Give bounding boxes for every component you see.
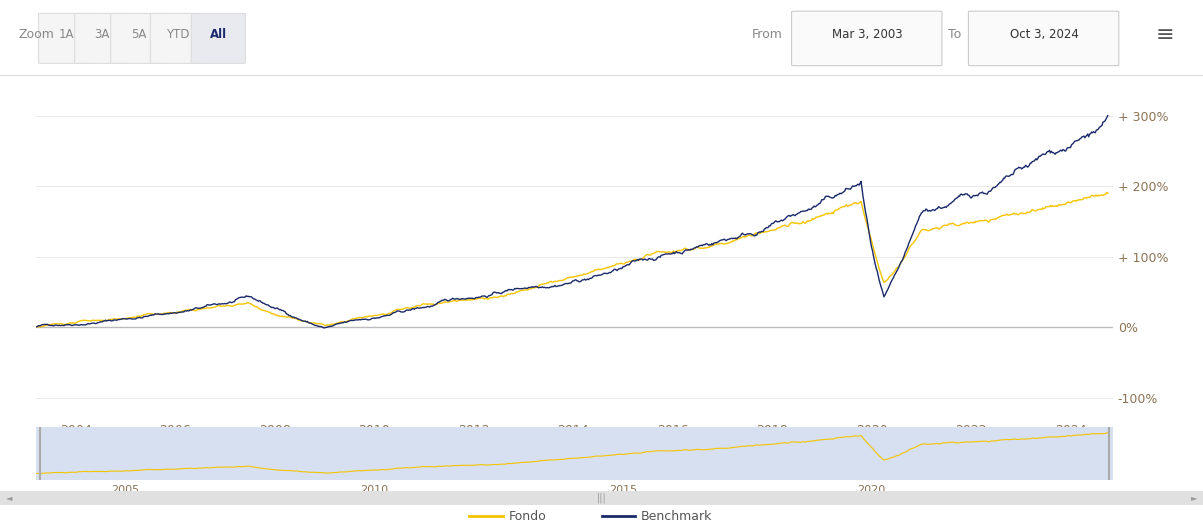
Text: ≡: ≡	[1155, 24, 1174, 45]
Text: 5A: 5A	[131, 28, 146, 41]
Text: From: From	[752, 28, 783, 41]
Text: To: To	[948, 28, 961, 41]
FancyBboxPatch shape	[75, 13, 129, 64]
Text: ◄: ◄	[6, 493, 12, 502]
FancyBboxPatch shape	[38, 13, 93, 64]
Text: Oct 3, 2024: Oct 3, 2024	[1009, 28, 1079, 41]
Text: Benchmark: Benchmark	[641, 510, 712, 523]
FancyBboxPatch shape	[792, 11, 942, 66]
Text: YTD: YTD	[166, 28, 190, 41]
FancyBboxPatch shape	[191, 13, 245, 64]
Text: |||: |||	[597, 493, 606, 503]
Text: Zoom: Zoom	[18, 28, 54, 41]
Text: 3A: 3A	[95, 28, 109, 41]
Text: All: All	[211, 28, 227, 41]
FancyBboxPatch shape	[150, 13, 205, 64]
Text: ►: ►	[1191, 493, 1197, 502]
Text: Mar 3, 2003: Mar 3, 2003	[832, 28, 902, 41]
Text: 1A: 1A	[59, 28, 73, 41]
FancyBboxPatch shape	[968, 11, 1119, 66]
FancyBboxPatch shape	[111, 13, 165, 64]
Text: Fondo: Fondo	[509, 510, 546, 523]
